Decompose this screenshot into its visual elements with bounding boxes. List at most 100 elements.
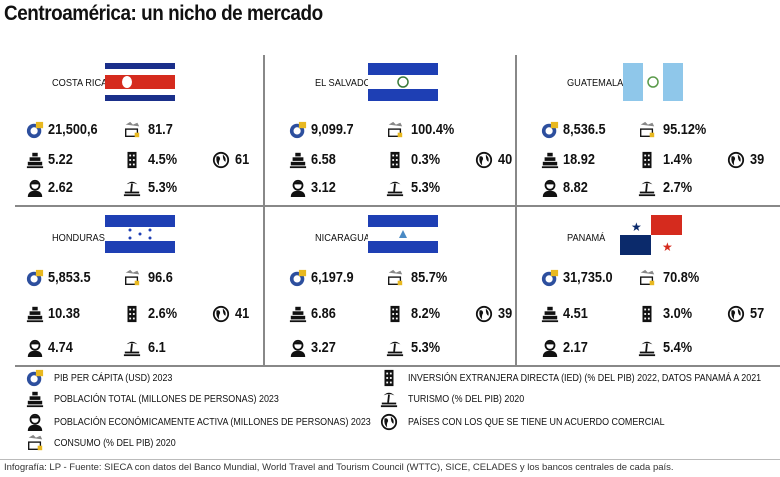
costa-rica-flag-icon xyxy=(105,63,175,106)
ied-icon xyxy=(386,151,404,169)
legend-turismo-icon xyxy=(380,390,398,408)
turismo-value: 2.7% xyxy=(663,179,693,196)
divider xyxy=(15,365,780,367)
acuerdos-value: 41 xyxy=(235,305,250,322)
country-panel: EL SALVADOR 9,099.7 100.4% 6.58 0.3% 40 … xyxy=(263,55,513,205)
country-name: GUATEMALA xyxy=(567,77,624,89)
legend-pea-label: POBLACIÓN ECONÓMICAMENTE ACTIVA (MILLONE… xyxy=(54,416,371,428)
ied-value: 2.6% xyxy=(148,305,178,322)
consumo-value: 100.4% xyxy=(411,121,455,138)
poblacion-icon xyxy=(289,305,307,323)
consumo-icon xyxy=(123,269,141,287)
legend-pea-icon xyxy=(26,413,44,431)
pea-value: 3.12 xyxy=(311,179,336,196)
acuerdos-value: 57 xyxy=(750,305,765,322)
pea-value: 2.62 xyxy=(48,179,73,196)
pib-icon xyxy=(289,269,307,287)
consumo-value: 70.8% xyxy=(663,269,700,286)
poblacion-icon xyxy=(26,151,44,169)
pib-value: 9,099.7 xyxy=(311,121,354,138)
pea-icon xyxy=(289,339,307,357)
country-name: NICARAGUA xyxy=(315,232,370,244)
divider xyxy=(515,207,517,365)
turismo-icon xyxy=(386,179,404,197)
nicaragua-flag-icon xyxy=(368,215,438,258)
consumo-value: 95.12% xyxy=(663,121,707,138)
pea-icon xyxy=(26,179,44,197)
pea-value: 8.82 xyxy=(563,179,588,196)
acuerdos-icon xyxy=(475,305,493,323)
footer-source: Infografía: LP - Fuente: SIECA con datos… xyxy=(4,462,674,473)
page-title: Centroamérica: un nicho de mercado xyxy=(4,2,323,25)
legend-poblacion-icon xyxy=(26,390,44,408)
pib-value: 6,197.9 xyxy=(311,269,354,286)
poblacion-icon xyxy=(541,305,559,323)
country-panel: HONDURAS 5,853.5 96.6 10.38 2.6% 41 4.74… xyxy=(0,207,250,357)
country-name: PANAMÁ xyxy=(567,232,606,244)
poblacion-value: 18.92 xyxy=(563,151,595,168)
poblacion-value: 6.58 xyxy=(311,151,336,168)
turismo-icon xyxy=(638,179,656,197)
pib-value: 5,853.5 xyxy=(48,269,91,286)
legend-acuerdos-label: PAÍSES CON LOS QUE SE TIENE UN ACUERDO C… xyxy=(408,416,665,428)
consumo-icon xyxy=(123,121,141,139)
turismo-icon xyxy=(123,339,141,357)
country-panel: NICARAGUA 6,197.9 85.7% 6.86 8.2% 39 3.2… xyxy=(263,207,513,357)
ied-icon xyxy=(123,151,141,169)
turismo-icon xyxy=(386,339,404,357)
acuerdos-value: 39 xyxy=(750,151,765,168)
consumo-value: 96.6 xyxy=(148,269,173,286)
acuerdos-icon xyxy=(475,151,493,169)
acuerdos-value: 61 xyxy=(235,151,250,168)
pib-value: 21,500,6 xyxy=(48,121,98,138)
guatemala-flag-icon xyxy=(623,63,683,106)
poblacion-value: 5.22 xyxy=(48,151,73,168)
el-salvador-flag-icon xyxy=(368,63,438,106)
legend-poblacion-label: POBLACIÓN TOTAL (MILLONES DE PERSONAS) 2… xyxy=(54,393,279,405)
turismo-icon xyxy=(123,179,141,197)
divider xyxy=(0,459,780,460)
pea-icon xyxy=(26,339,44,357)
pea-icon xyxy=(289,179,307,197)
ied-value: 4.5% xyxy=(148,151,178,168)
acuerdos-icon xyxy=(727,305,745,323)
poblacion-icon xyxy=(289,151,307,169)
pea-value: 3.27 xyxy=(311,339,336,356)
legend-acuerdos-icon xyxy=(380,413,398,431)
poblacion-icon xyxy=(541,151,559,169)
ied-value: 3.0% xyxy=(663,305,693,322)
country-name: HONDURAS xyxy=(52,232,105,244)
ied-value: 0.3% xyxy=(411,151,441,168)
divider xyxy=(15,205,780,207)
legend-consumo-label: CONSUMO (% DEL PIB) 2020 xyxy=(54,437,176,449)
ied-icon xyxy=(638,305,656,323)
acuerdos-value: 39 xyxy=(498,305,513,322)
divider xyxy=(263,207,265,365)
legend-ied-label: INVERSIÓN EXTRANJERA DIRECTA (IED) (% DE… xyxy=(408,372,762,384)
poblacion-value: 10.38 xyxy=(48,305,80,322)
pib-value: 8,536.5 xyxy=(563,121,606,138)
pib-icon xyxy=(289,121,307,139)
country-panel: GUATEMALA 8,536.5 95.12% 18.92 1.4% 39 8… xyxy=(515,55,765,205)
turismo-value: 5.4% xyxy=(663,339,693,356)
ied-value: 1.4% xyxy=(663,151,693,168)
turismo-value: 5.3% xyxy=(411,339,441,356)
pea-value: 4.74 xyxy=(48,339,73,356)
poblacion-value: 6.86 xyxy=(311,305,336,322)
svg-text:★: ★ xyxy=(662,240,673,254)
turismo-value: 6.1 xyxy=(148,339,166,356)
country-panel: PANAMÁ ★ ★ 31,735.0 70.8% 4.51 3.0% 57 2.… xyxy=(515,207,765,357)
consumo-value: 81.7 xyxy=(148,121,173,138)
turismo-value: 5.3% xyxy=(148,179,178,196)
country-panel: COSTA RICA 21,500,6 81.7 5.22 4.5% 61 2.… xyxy=(0,55,250,205)
consumo-icon xyxy=(386,121,404,139)
pib-icon xyxy=(541,269,559,287)
pib-icon xyxy=(26,121,44,139)
ied-icon xyxy=(638,151,656,169)
pib-value: 31,735.0 xyxy=(563,269,613,286)
divider xyxy=(515,55,517,205)
poblacion-icon xyxy=(26,305,44,323)
legend-ied-icon xyxy=(380,369,398,387)
acuerdos-value: 40 xyxy=(498,151,513,168)
